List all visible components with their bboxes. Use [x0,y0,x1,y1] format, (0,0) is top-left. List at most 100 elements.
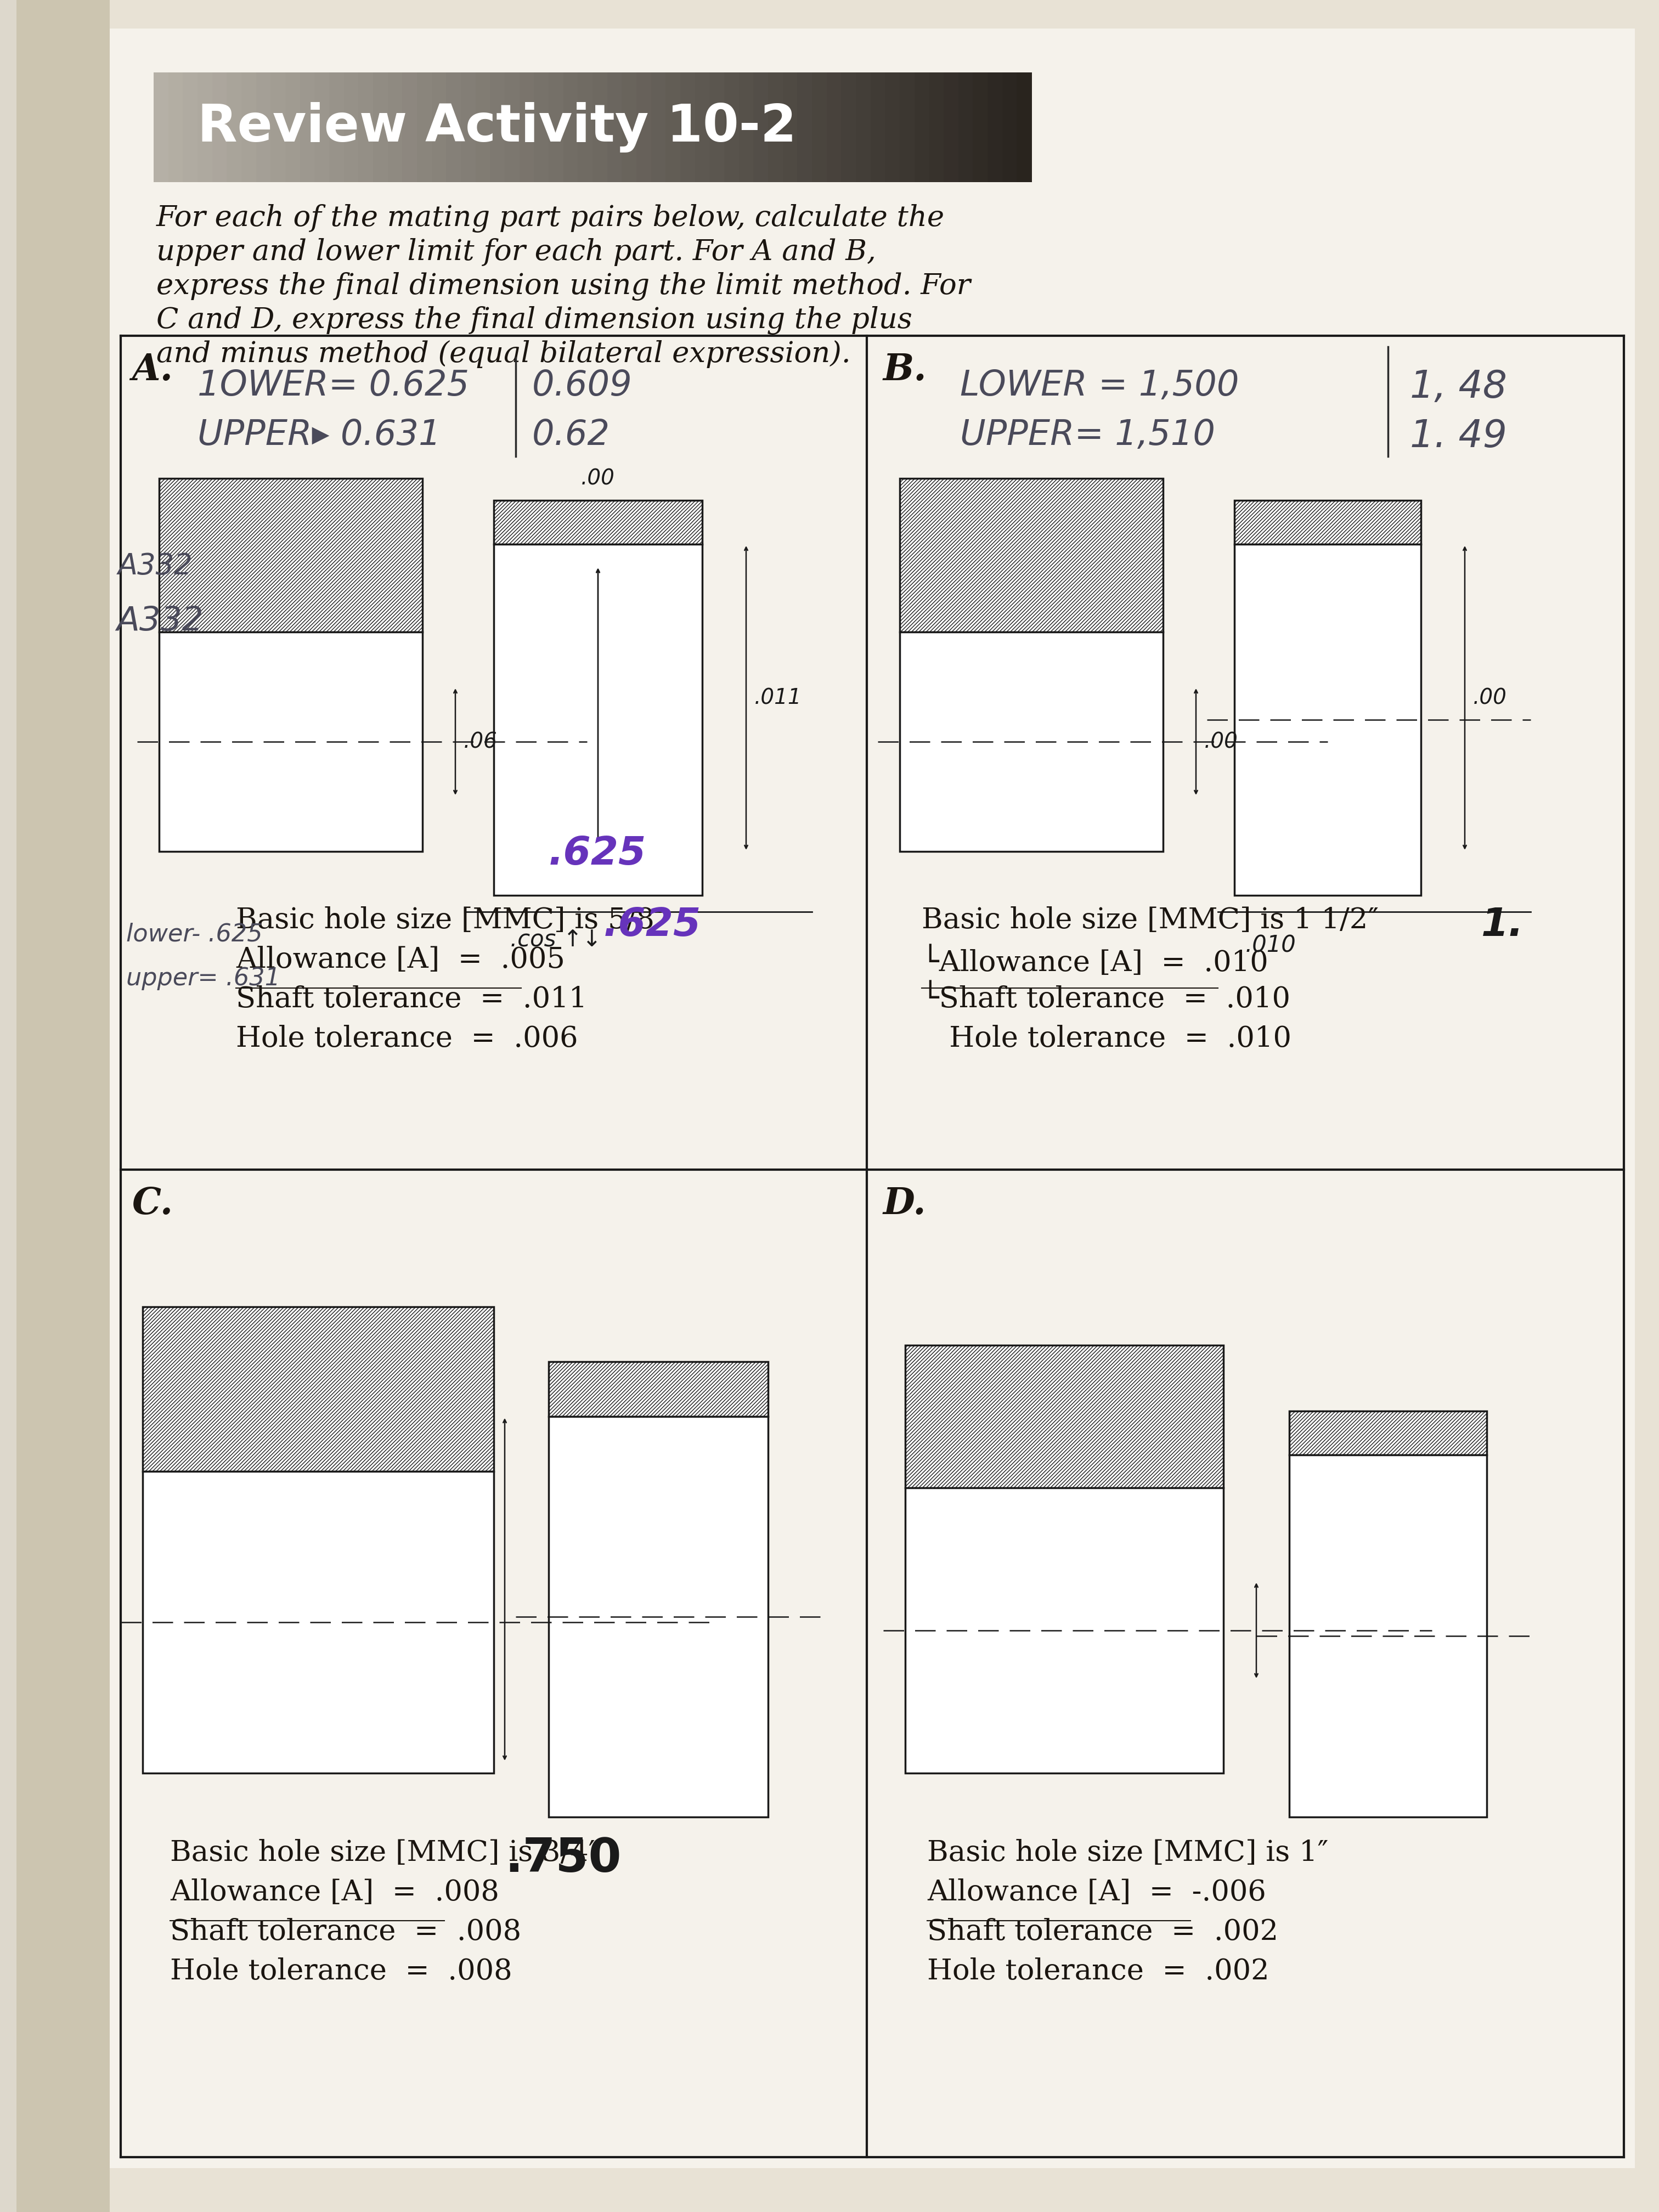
Bar [143,1307,494,1471]
Bar [168,73,184,181]
Text: .625: .625 [549,834,647,874]
Bar [768,73,783,181]
Text: .06: .06 [463,732,498,752]
Bar [972,73,989,181]
Bar [159,478,423,633]
Text: Hole tolerance  =  .008: Hole tolerance = .008 [171,1958,513,1986]
Text: upper and lower limit for each part. For A and B,: upper and lower limit for each part. For… [156,239,876,265]
Text: Shaft tolerance  =  .011: Shaft tolerance = .011 [236,984,587,1013]
Bar [650,73,667,181]
Bar [944,73,959,181]
Bar [242,73,257,181]
Text: └Allowance [A]  =  .010: └Allowance [A] = .010 [922,947,1267,978]
Bar [315,73,330,181]
Bar [987,73,1002,181]
Bar [1017,73,1032,181]
Text: Review Activity 10-2: Review Activity 10-2 [197,102,796,153]
Bar [1289,1455,1486,1816]
Bar [899,73,914,181]
Text: upper= .631: upper= .631 [126,967,280,991]
Bar [461,73,476,181]
Bar [1289,1411,1486,1455]
Text: 1, 48: 1, 48 [1410,369,1506,405]
Bar [738,73,753,181]
Bar [959,73,974,181]
Bar [607,73,622,181]
Bar [182,73,197,181]
Bar [212,73,227,181]
Text: .00: .00 [581,469,615,489]
Text: For each of the mating part pairs below, calculate the: For each of the mating part pairs below,… [156,204,944,232]
Bar [811,73,828,181]
Bar [446,73,461,181]
Bar [227,73,242,181]
Text: C and D, express the final dimension using the plus: C and D, express the final dimension usi… [156,305,912,334]
Bar [476,73,491,181]
Bar [494,544,702,896]
Bar [899,633,1163,852]
Bar [725,73,740,181]
Text: .625: .625 [604,907,702,945]
Bar [403,73,418,181]
Bar [929,73,944,181]
Text: C.: C. [131,1186,173,1221]
Bar [886,73,901,181]
Bar [1002,73,1017,181]
Bar [328,73,345,181]
Text: and minus method (equal bilateral expression).: and minus method (equal bilateral expres… [156,341,851,367]
Text: Allowance [A]  =  .005: Allowance [A] = .005 [236,947,566,973]
Text: A.: A. [131,352,173,387]
Text: LOWER = 1,500: LOWER = 1,500 [961,369,1239,403]
Bar [577,73,592,181]
Text: 0.609: 0.609 [533,369,632,403]
Bar [154,73,169,181]
Text: .00: .00 [1473,688,1506,708]
Text: D.: D. [883,1186,926,1221]
Bar [914,73,929,181]
Bar [270,73,285,181]
Text: A332: A332 [118,553,192,580]
Text: UPPER▸ 0.631: UPPER▸ 0.631 [197,418,441,451]
Bar [358,73,373,181]
Bar [753,73,768,181]
Text: Shaft tolerance  =  .002: Shaft tolerance = .002 [927,1918,1279,1947]
Bar [549,73,564,181]
Bar [826,73,841,181]
Text: express the final dimension using the limit method. For: express the final dimension using the li… [156,272,971,301]
Bar [285,73,300,181]
Text: Basic hole size [MMC] is 1 1/2″: Basic hole size [MMC] is 1 1/2″ [922,907,1379,933]
Text: lower- .625: lower- .625 [126,922,262,947]
Bar [1234,544,1420,896]
Bar [841,73,856,181]
Text: Hole tolerance  =  .002: Hole tolerance = .002 [927,1958,1269,1986]
Bar [300,73,315,181]
Bar [906,1489,1223,1774]
Bar [255,73,270,181]
Bar [431,73,446,181]
Text: Basic hole size [MMC] is 1″: Basic hole size [MMC] is 1″ [927,1838,1329,1867]
Text: Basic hole size [MMC] is 5/8″: Basic hole size [MMC] is 5/8″ [236,907,665,933]
Bar [906,1345,1223,1489]
Bar [494,500,702,544]
Bar [871,73,886,181]
Text: Allowance [A]  =  -.006: Allowance [A] = -.006 [927,1878,1266,1907]
Text: .750: .750 [504,1836,622,1882]
Bar [504,73,519,181]
Text: 1OWER= 0.625: 1OWER= 0.625 [197,369,469,403]
Text: 0.62: 0.62 [533,418,611,451]
Bar [637,73,652,181]
Text: .00: .00 [1204,732,1238,752]
Bar [549,1363,768,1416]
Bar [1234,500,1420,544]
Text: Hole tolerance  =  .006: Hole tolerance = .006 [236,1024,577,1053]
Bar [783,73,798,181]
Text: .011: .011 [755,688,801,708]
Bar [0,0,109,2212]
Text: A332: A332 [116,604,204,637]
Text: .010: .010 [1246,933,1296,958]
Bar [856,73,871,181]
Bar [564,73,579,181]
Text: .cos ↑↓: .cos ↑↓ [511,929,602,951]
Text: Shaft tolerance  =  .008: Shaft tolerance = .008 [171,1918,521,1947]
Text: Hole tolerance  =  .010: Hole tolerance = .010 [922,1024,1291,1053]
